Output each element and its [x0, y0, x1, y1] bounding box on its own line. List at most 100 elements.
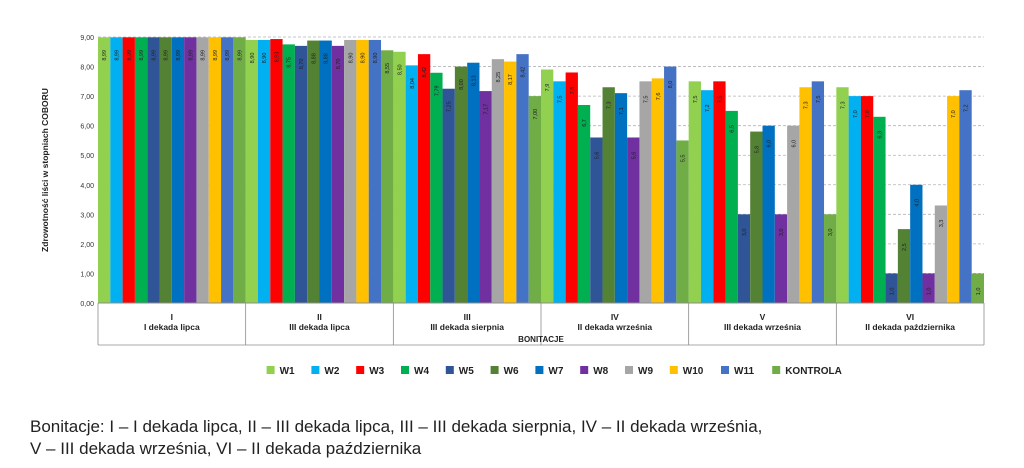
bar — [516, 54, 529, 303]
bar-value-label: 5,6 — [594, 152, 600, 160]
y-tick-label: 5,00 — [80, 153, 94, 160]
bar-value-label: 7,3 — [804, 101, 810, 109]
bar-value-label: 8,99 — [102, 50, 108, 61]
caption-line-1: Bonitacje: I – I dekada lipca, II – III … — [30, 417, 763, 436]
bar — [860, 96, 874, 303]
bar — [134, 37, 148, 303]
bar-value-label: 8,99 — [114, 50, 120, 61]
x-axis-title: BONITACJE — [518, 335, 564, 344]
bar-value-label: 7,79 — [434, 85, 440, 96]
category-label: III dekada września — [724, 322, 801, 332]
bar — [528, 96, 541, 303]
y-tick-label: 7,00 — [80, 94, 94, 101]
bar — [147, 37, 160, 303]
bar-value-label: 8,90 — [348, 53, 354, 64]
bar-value-label: 8,70 — [336, 59, 342, 70]
bar-value-label: 3,0 — [828, 229, 834, 237]
category-roman-label: III — [464, 312, 471, 322]
bar-value-label: 7,00 — [533, 109, 539, 120]
bar — [737, 214, 751, 303]
bar — [319, 40, 332, 304]
legend-label: W5 — [459, 366, 474, 377]
bar — [565, 72, 578, 303]
bar-value-label: 8,42 — [521, 67, 527, 78]
legend-label: KONTROLA — [785, 366, 842, 377]
bar-value-label: 1,0 — [927, 288, 933, 296]
bar-value-label: 3,0 — [742, 229, 748, 237]
category-label: III dekada lipca — [289, 322, 350, 332]
bar — [393, 51, 406, 304]
bar — [922, 273, 935, 303]
bar-value-label: 7,6 — [656, 93, 662, 101]
bar-value-label: 7,9 — [545, 84, 551, 92]
bar-value-label: 8,99 — [213, 50, 219, 61]
bar — [270, 39, 283, 304]
caption: Bonitacje: I – I dekada lipca, II – III … — [30, 416, 1020, 460]
bar — [676, 140, 689, 303]
bar-value-label: 8,75 — [287, 57, 293, 68]
bar — [442, 88, 455, 303]
bar — [122, 37, 135, 303]
legend-swatch — [445, 366, 454, 374]
category-label: II dekada października — [865, 322, 955, 332]
bar-value-label: 8,99 — [139, 50, 145, 61]
bar — [171, 37, 185, 303]
bar-value-label: 8,25 — [496, 72, 502, 83]
bar — [873, 116, 886, 303]
bar-value-label: 8,99 — [238, 50, 244, 61]
bar — [221, 37, 234, 303]
bar — [491, 59, 505, 303]
bar-value-label: 7,25 — [447, 101, 453, 112]
bar-value-label: 4,0 — [914, 199, 920, 207]
legend-label: W6 — [504, 366, 519, 377]
bar — [934, 205, 948, 303]
bar-value-label: 8,42 — [422, 67, 428, 78]
caption-line-2: V – III dekada września, VI – II dekada … — [30, 439, 422, 458]
legend-swatch — [401, 366, 409, 374]
bar-value-label: 6,3 — [877, 131, 883, 139]
bar — [577, 104, 591, 303]
bar — [417, 54, 431, 303]
bar-value-label: 7,0 — [853, 110, 859, 118]
category-label: III dekada sierpnia — [430, 322, 504, 332]
bar — [479, 91, 492, 303]
bar-value-label: 8,93 — [274, 52, 280, 63]
bar — [196, 37, 209, 303]
bar-value-label: 7,5 — [644, 96, 650, 104]
bar-value-label: 7,5 — [557, 96, 563, 104]
bar-value-label: 6,7 — [582, 119, 588, 127]
bar — [294, 45, 308, 303]
bar — [331, 45, 345, 303]
bar — [750, 131, 763, 303]
bar — [553, 81, 566, 303]
bar-value-label: 8,55 — [385, 63, 391, 74]
bar — [799, 87, 812, 303]
bar — [836, 87, 849, 303]
bar-value-label: 8,17 — [508, 74, 514, 85]
category-roman-label: I — [171, 312, 173, 322]
bar — [307, 40, 320, 304]
bar — [405, 65, 418, 303]
bar-value-label: 7,17 — [484, 104, 490, 115]
bar — [245, 39, 258, 303]
bar-value-label: 7,0 — [951, 110, 957, 118]
bar — [257, 39, 271, 303]
bar-value-label: 8,90 — [361, 53, 367, 64]
bar-value-label: 7,5 — [816, 96, 822, 104]
bar — [885, 273, 898, 303]
bar — [208, 37, 222, 303]
bar-value-label: 3,0 — [779, 229, 785, 237]
category-label: I dekada lipca — [144, 322, 200, 332]
bar — [688, 81, 701, 303]
y-tick-label: 0,00 — [80, 301, 94, 308]
bar-value-label: 8,99 — [188, 50, 194, 61]
bar — [381, 50, 394, 303]
category-roman-label: V — [760, 312, 766, 322]
bar — [824, 214, 837, 303]
legend-label: W4 — [414, 366, 429, 377]
y-tick-label: 8,00 — [80, 65, 94, 72]
legend-swatch — [580, 366, 589, 374]
y-tick-label: 6,00 — [80, 124, 94, 131]
y-tick-label: 1,00 — [80, 271, 94, 278]
bar — [184, 37, 197, 303]
